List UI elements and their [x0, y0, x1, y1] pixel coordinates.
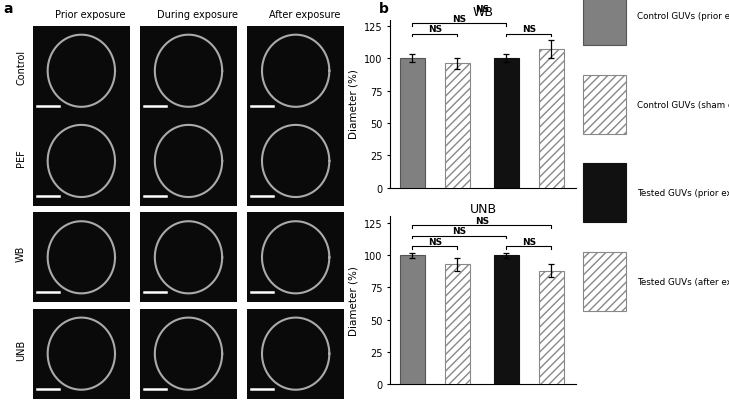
- Text: Control GUVs (prior exposure): Control GUVs (prior exposure): [637, 12, 729, 21]
- Bar: [247, 117, 344, 207]
- Text: During exposure: During exposure: [157, 10, 238, 20]
- Y-axis label: Diameter (%): Diameter (%): [348, 70, 358, 139]
- Text: NS: NS: [475, 216, 489, 225]
- Text: UNB: UNB: [16, 339, 26, 360]
- Text: NS: NS: [453, 227, 467, 236]
- Text: NS: NS: [453, 15, 467, 24]
- Text: Control GUVs (sham exposure): Control GUVs (sham exposure): [637, 101, 729, 110]
- Y-axis label: Diameter (%): Diameter (%): [348, 266, 358, 335]
- Title: UNB: UNB: [469, 202, 496, 216]
- Text: Control: Control: [16, 50, 26, 85]
- Bar: [583, 164, 625, 223]
- Text: After exposure: After exposure: [268, 10, 340, 20]
- Bar: [445, 64, 469, 188]
- Bar: [494, 59, 519, 188]
- Text: a: a: [4, 2, 13, 16]
- Text: NS: NS: [522, 25, 536, 34]
- Bar: [140, 213, 237, 303]
- Bar: [583, 252, 625, 311]
- Text: Tested GUVs (after exposure): Tested GUVs (after exposure): [637, 277, 729, 286]
- Bar: [400, 256, 425, 384]
- Bar: [140, 27, 237, 117]
- Bar: [539, 50, 564, 188]
- Bar: [33, 213, 130, 303]
- Bar: [247, 213, 344, 303]
- Bar: [539, 271, 564, 384]
- Bar: [33, 309, 130, 399]
- Bar: [400, 59, 425, 188]
- Text: PEF: PEF: [16, 148, 26, 166]
- Bar: [140, 309, 237, 399]
- Bar: [33, 117, 130, 207]
- Text: Tested GUVs (prior exposure): Tested GUVs (prior exposure): [637, 189, 729, 198]
- Bar: [247, 309, 344, 399]
- Bar: [583, 76, 625, 135]
- Bar: [33, 27, 130, 117]
- Text: NS: NS: [428, 237, 442, 246]
- Text: Prior exposure: Prior exposure: [55, 10, 125, 20]
- Bar: [494, 256, 519, 384]
- Bar: [140, 117, 237, 207]
- Text: WB: WB: [16, 245, 26, 262]
- Bar: [247, 27, 344, 117]
- Title: WB: WB: [472, 6, 494, 19]
- Text: NS: NS: [428, 25, 442, 34]
- Bar: [445, 265, 469, 384]
- Text: b: b: [379, 2, 389, 16]
- Bar: [583, 0, 625, 46]
- Text: NS: NS: [522, 237, 536, 246]
- Text: NS: NS: [475, 4, 489, 13]
